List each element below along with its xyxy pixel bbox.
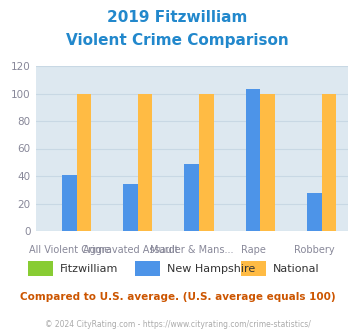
Bar	[322, 93, 336, 231]
Bar	[123, 184, 138, 231]
Text: 2019 Fitzwilliam: 2019 Fitzwilliam	[107, 10, 248, 25]
Text: Aggravated Assault: Aggravated Assault	[83, 245, 178, 255]
Text: Fitzwilliam: Fitzwilliam	[60, 264, 119, 274]
Text: New Hampshire: New Hampshire	[167, 264, 255, 274]
Text: © 2024 CityRating.com - https://www.cityrating.com/crime-statistics/: © 2024 CityRating.com - https://www.city…	[45, 320, 310, 329]
Text: Rape: Rape	[241, 245, 266, 255]
Bar	[138, 93, 153, 231]
Bar	[77, 93, 91, 231]
Text: Compared to U.S. average. (U.S. average equals 100): Compared to U.S. average. (U.S. average …	[20, 292, 335, 302]
Bar	[62, 175, 77, 231]
Bar	[184, 164, 199, 231]
Bar	[199, 93, 214, 231]
Bar	[246, 89, 260, 231]
Bar	[260, 93, 275, 231]
Text: All Violent Crime: All Violent Crime	[28, 245, 110, 255]
Text: National: National	[273, 264, 320, 274]
Text: Violent Crime Comparison: Violent Crime Comparison	[66, 33, 289, 48]
Text: Robbery: Robbery	[294, 245, 334, 255]
Bar	[307, 192, 322, 231]
Text: Murder & Mans...: Murder & Mans...	[150, 245, 234, 255]
